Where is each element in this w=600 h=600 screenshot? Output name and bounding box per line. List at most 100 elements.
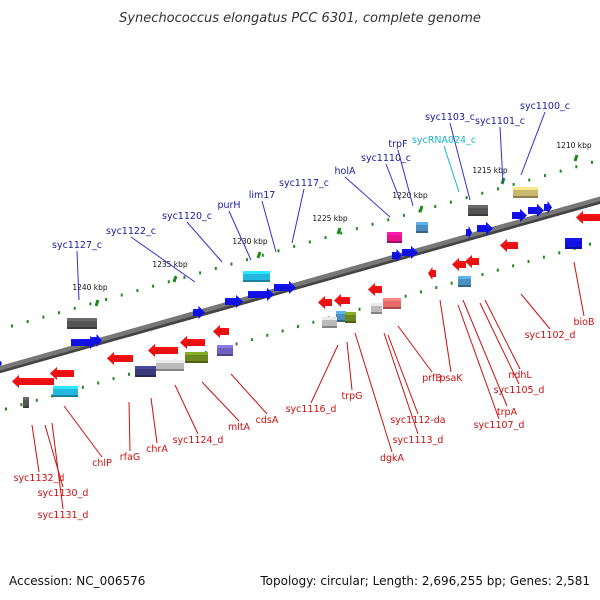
scale-dot <box>183 275 186 279</box>
gene-label-chlp[interactable]: chlP <box>92 458 112 469</box>
gene-label-biob[interactable]: bioB <box>574 317 595 328</box>
gene-bottom-20[interactable] <box>156 360 184 371</box>
gene-bottom-23[interactable] <box>107 352 133 365</box>
scale-dot <box>35 398 38 402</box>
label-line-syc1100-c <box>520 111 546 176</box>
gene-bottom-3[interactable] <box>565 238 582 249</box>
scale-dot <box>404 294 407 298</box>
scale-dot <box>589 242 591 246</box>
gene-label-syc1100-c[interactable]: syc1100_c <box>520 101 570 112</box>
gene-top-13[interactable] <box>243 271 270 282</box>
scale-dot <box>496 268 499 272</box>
gene-label-trpf[interactable]: trpF <box>388 139 407 150</box>
gene-label-cdsa[interactable]: cdsA <box>256 415 279 426</box>
gene-label-prfb[interactable]: prfB <box>422 373 442 384</box>
gene-top-11[interactable] <box>274 281 296 294</box>
scale-dot <box>528 178 531 182</box>
gene-label-chra[interactable]: chrA <box>146 444 168 455</box>
gene-bottom-2[interactable] <box>500 239 518 252</box>
gene-top-2[interactable] <box>528 204 544 217</box>
gene-bottom-7[interactable] <box>458 276 471 287</box>
gene-label-psak[interactable]: psaK <box>439 373 463 384</box>
gene-top-1[interactable] <box>544 201 552 214</box>
gene-bottom-16[interactable] <box>213 325 229 338</box>
scale-tick-label: 1210 kbp <box>556 141 592 150</box>
gene-label-dgka[interactable]: dgkA <box>380 453 405 464</box>
gene-top-19[interactable] <box>0 357 2 370</box>
gene-bottom-21[interactable] <box>135 366 156 377</box>
scale-dot <box>5 407 7 411</box>
gene-label-syc1131-d[interactable]: syc1131_d <box>38 510 89 521</box>
gene-bottom-18[interactable] <box>185 352 208 363</box>
gene-label-syc1110-c[interactable]: syc1110_c <box>361 153 411 164</box>
gene-label-syc1116-d[interactable]: syc1116_d <box>286 404 337 415</box>
gene-bottom-15[interactable] <box>322 317 337 328</box>
gene-top-7[interactable] <box>402 246 418 259</box>
gene-bottom-19[interactable] <box>180 336 205 349</box>
label-line-ndhl <box>484 299 521 370</box>
gene-label-syc1122-c[interactable]: syc1122_c <box>106 226 156 237</box>
gene-label-syc1105-d[interactable]: syc1105_d <box>494 385 545 396</box>
gene-bottom-8[interactable] <box>368 283 382 296</box>
gene-top-14[interactable] <box>225 295 243 308</box>
gene-bottom-17[interactable] <box>217 345 233 356</box>
gene-label-syc1130-d[interactable]: syc1130_d <box>38 488 89 499</box>
scale-dot <box>105 297 108 301</box>
gene-bottom-11[interactable] <box>334 294 350 307</box>
gene-label-trpa[interactable]: trpA <box>497 407 518 418</box>
gene-label-mlta[interactable]: mltA <box>228 422 251 433</box>
gene-bottom-27[interactable] <box>23 397 29 408</box>
gene-bottom-22[interactable] <box>148 344 178 357</box>
gene-top-6[interactable] <box>468 205 488 216</box>
gene-label-syc1101-c[interactable]: syc1101_c <box>475 116 525 127</box>
gene-top-5[interactable] <box>513 187 538 198</box>
gene-bottom-10[interactable] <box>371 303 382 314</box>
gene-label-trpg[interactable]: trpG <box>341 391 362 402</box>
gene-label-hola[interactable]: holA <box>335 166 356 177</box>
gene-label-syc1124-d[interactable]: syc1124_d <box>173 435 224 446</box>
gene-bottom-25[interactable] <box>53 386 78 397</box>
gene-bottom-6[interactable] <box>428 267 436 280</box>
scale-tick <box>94 299 100 307</box>
gene-label-syc1132-d[interactable]: syc1132_d <box>14 473 65 484</box>
gene-label-lim17[interactable]: lim17 <box>249 190 276 201</box>
gene-label-sycrna024-c[interactable]: sycRNA024_c <box>412 135 476 146</box>
gene-label-syc1113-d[interactable]: syc1113_d <box>393 435 444 446</box>
gene-bottom-5[interactable] <box>452 258 466 271</box>
gene-top-18[interactable] <box>67 318 97 329</box>
gene-label-purh[interactable]: purH <box>217 200 240 211</box>
gene-top-10[interactable] <box>387 232 402 243</box>
gene-top-8[interactable] <box>392 249 402 262</box>
gene-top-4[interactable] <box>477 222 493 235</box>
gene-label-ndhl[interactable]: ndhL <box>508 370 532 381</box>
gene-top-20[interactable] <box>466 226 472 239</box>
scale-dot <box>97 381 100 385</box>
gene-bottom-24[interactable] <box>50 367 74 380</box>
scale-dot <box>512 182 515 186</box>
gene-label-syc1112-da[interactable]: syc1112-da <box>390 415 445 426</box>
gene-bottom-14[interactable] <box>345 312 356 323</box>
gene-label-syc1120-c[interactable]: syc1120_c <box>162 211 212 222</box>
label-line-syc1132-d <box>31 424 40 473</box>
label-line-mlta <box>201 381 240 422</box>
gene-bottom-1[interactable] <box>576 211 600 224</box>
gene-label-syc1127-c[interactable]: syc1127_c <box>52 240 102 251</box>
gene-top-3[interactable] <box>512 209 527 222</box>
gene-top-17[interactable] <box>71 336 97 349</box>
gene-top-9[interactable] <box>416 222 428 233</box>
gene-top-12[interactable] <box>248 288 274 301</box>
scale-tick <box>573 154 579 162</box>
gene-bottom-12[interactable] <box>318 296 332 309</box>
gene-label-rfag[interactable]: rfaG <box>120 452 140 463</box>
gene-label-syc1107-d[interactable]: syc1107_d <box>474 420 525 431</box>
label-line-trpg <box>346 341 353 391</box>
label-line-trpf <box>397 149 414 207</box>
gene-label-syc1103-c[interactable]: syc1103_c <box>425 112 475 123</box>
gene-label-syc1102-d[interactable]: syc1102_d <box>525 330 576 341</box>
gene-bottom-4[interactable] <box>465 255 479 268</box>
gene-label-syc1117-c[interactable]: syc1117_c <box>279 178 329 189</box>
gene-top-15[interactable] <box>193 306 205 319</box>
gene-bottom-13[interactable] <box>336 311 346 322</box>
gene-bottom-9[interactable] <box>383 298 401 309</box>
gene-bottom-26[interactable] <box>12 375 54 388</box>
